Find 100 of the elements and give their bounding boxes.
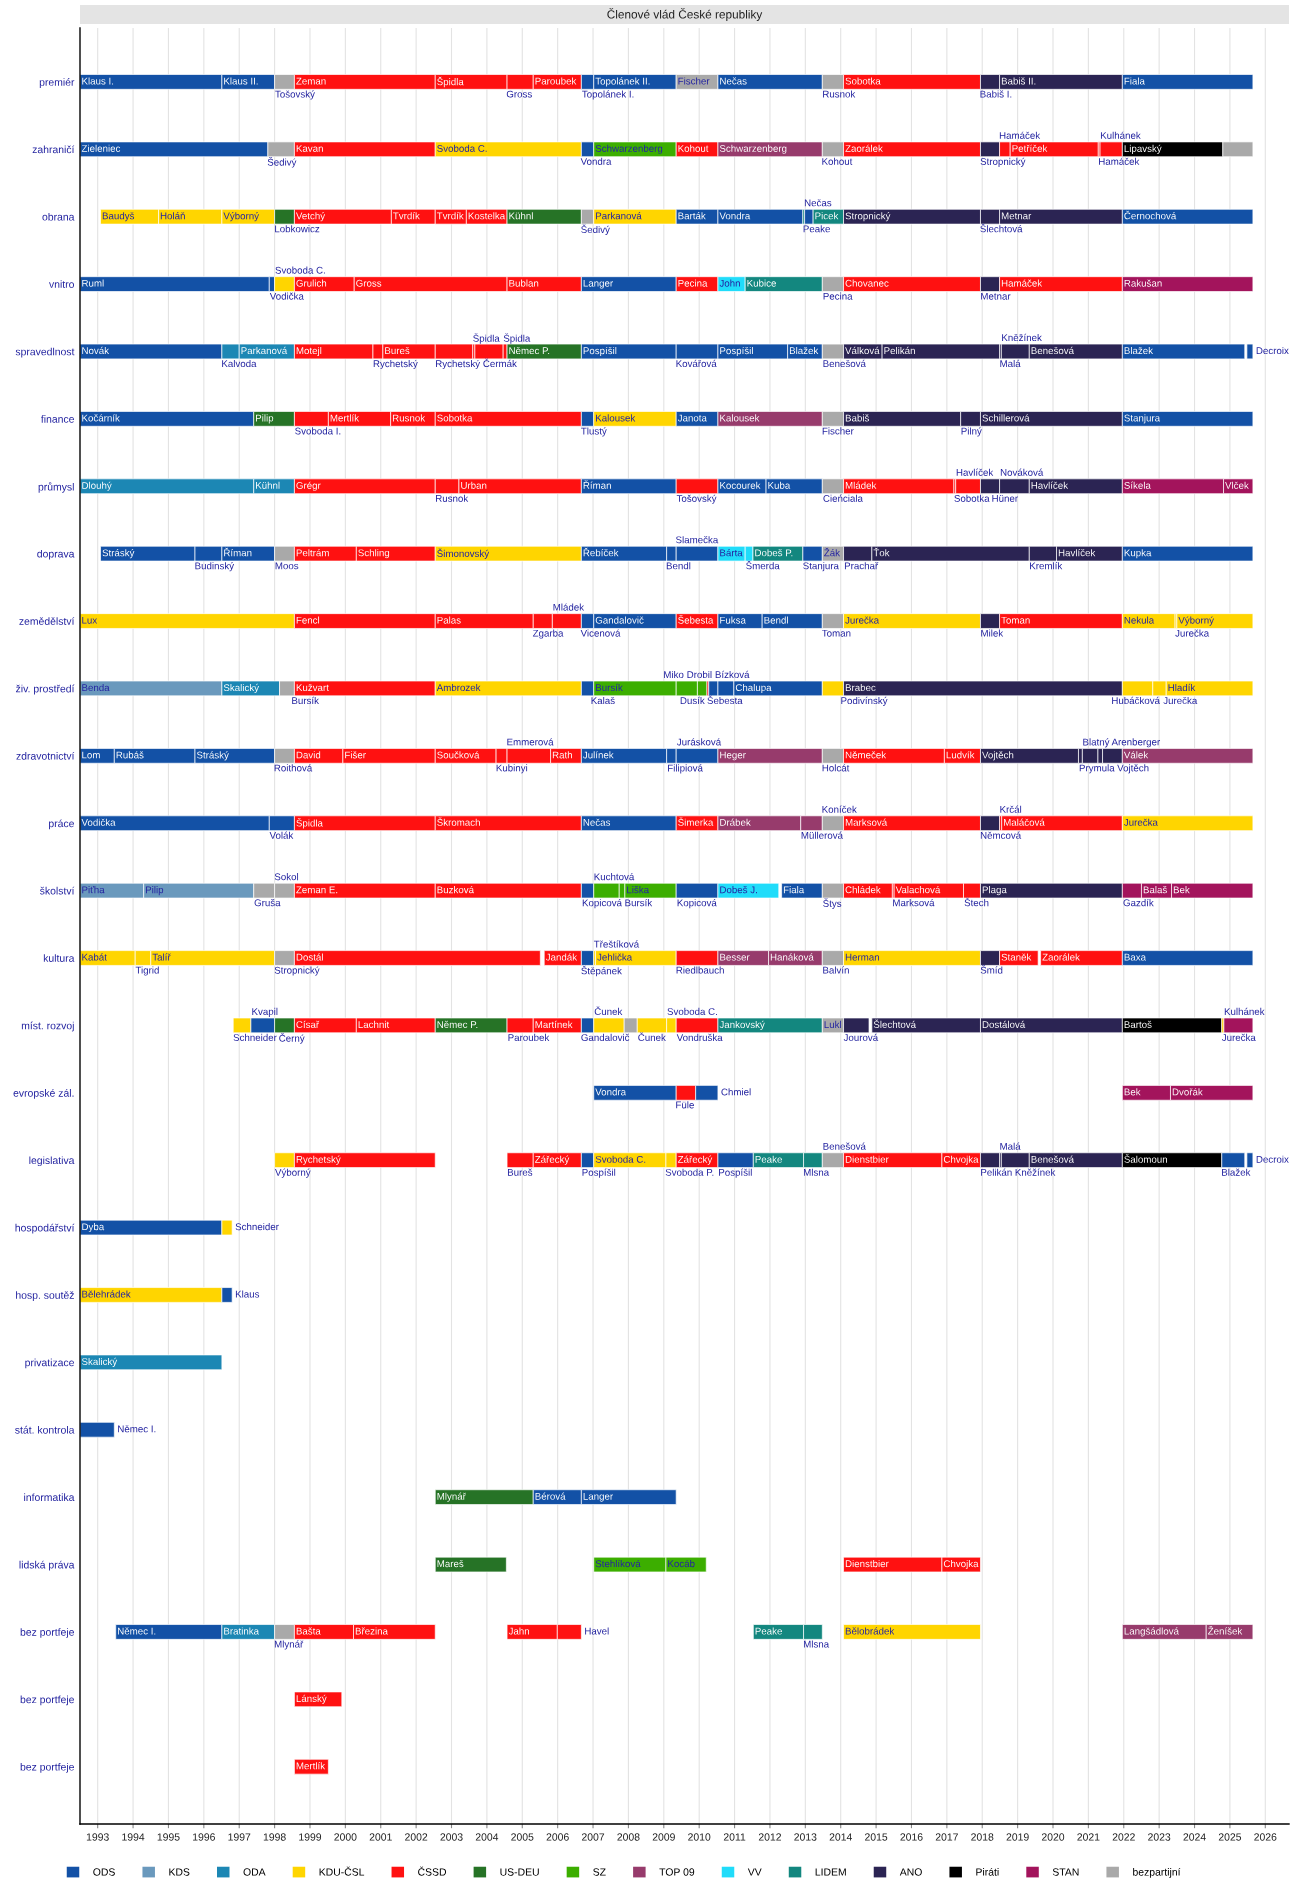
data-label: Fencl	[296, 616, 320, 624]
data-label: Volák	[269, 831, 294, 839]
data-label: Zaorálek	[845, 144, 883, 152]
data-label: Metnar	[1001, 212, 1032, 220]
data-label: Rubáš	[116, 751, 144, 759]
data-label: Chovanec	[845, 279, 889, 287]
data-label: Kočárník	[82, 414, 120, 422]
data-label: Kulhánek	[1224, 1007, 1265, 1016]
data-label: Lobkowicz	[275, 225, 320, 233]
legend-label: KDU-ČSL	[319, 1866, 365, 1876]
data-label: Dienstbier	[845, 1155, 889, 1163]
y-tick-label: doprava	[37, 549, 75, 560]
x-tick-label: 2005	[511, 1833, 534, 1841]
data-label: Bérová	[535, 1492, 566, 1500]
data-label: Blatný	[1083, 738, 1110, 748]
x-tick-label: 2016	[900, 1833, 923, 1841]
data-label: Výborný	[223, 212, 260, 222]
data-label: Dobeš J.	[720, 886, 757, 894]
x-tick-label: 2013	[794, 1833, 817, 1841]
data-label: Holáň	[160, 212, 185, 220]
y-tick-label: premiér	[39, 78, 75, 88]
data-label: Jurečka	[1175, 629, 1210, 637]
data-label: Hüner	[992, 495, 1018, 502]
data-label: Pospíšil	[583, 346, 617, 357]
data-label: Tvrdík	[393, 212, 420, 220]
data-label: Paroubek	[535, 77, 577, 85]
data-label: Jurásková	[676, 738, 722, 746]
y-tick-label: bez portfeje	[20, 1695, 74, 1706]
data-label: Vondruška	[676, 1033, 723, 1042]
data-label: Jandák	[545, 953, 578, 961]
data-label: Výborný	[1178, 616, 1214, 626]
data-label: Langšádlová	[1124, 1627, 1179, 1637]
data-label: Vojtěch	[1117, 764, 1149, 774]
data-label: Bašta	[296, 1627, 321, 1635]
data-label: Benešová	[823, 359, 866, 368]
x-tick-label: 2003	[440, 1833, 463, 1841]
data-label: Brabec	[845, 683, 876, 692]
x-tick-label: 2025	[1218, 1833, 1242, 1841]
x-tick-label: 2026	[1254, 1833, 1277, 1841]
data-label: Špidla	[296, 817, 323, 829]
data-label: Svoboda I.	[295, 427, 341, 435]
data-label: Havlíček	[1031, 481, 1069, 489]
data-label: Jehlička	[597, 953, 633, 961]
data-label: Rychetský	[436, 359, 481, 370]
y-tick-label: živ. prostředí	[16, 684, 75, 695]
data-label: Langer	[583, 279, 613, 289]
y-tick-label: hosp. soutěž	[16, 1291, 74, 1301]
y-tick-label: míst. rozvoj	[21, 1021, 74, 1032]
data-label: Kohout	[678, 144, 709, 152]
data-label: Říman	[224, 547, 252, 557]
data-label: Šedivý	[267, 157, 297, 168]
y-tick-label: zdravotnictví	[16, 751, 75, 760]
data-label: Němec P.	[509, 346, 550, 355]
data-label: Dostálová	[982, 1020, 1026, 1029]
y-tick-label: evropské zál.	[13, 1088, 74, 1099]
data-label: Slamečka	[676, 536, 719, 544]
data-label: Bureš	[507, 1168, 533, 1176]
data-label: Kühnl	[256, 481, 280, 489]
data-label: Výborný	[275, 1168, 311, 1178]
data-label: Válková	[845, 346, 880, 355]
y-tick-label: zahraničí	[32, 145, 75, 154]
data-label: Kalvoda	[222, 359, 257, 368]
data-label: Špidla	[473, 333, 500, 344]
data-label: Blažek	[789, 346, 819, 355]
data-label: Štěpánek	[581, 965, 622, 977]
data-label: Černochová	[1124, 210, 1177, 220]
data-label: Mareš	[437, 1559, 464, 1568]
data-label: Maláčová	[1004, 818, 1045, 826]
data-label: Bublan	[509, 279, 539, 287]
data-label: Lom	[82, 751, 100, 759]
data-label: Pilip	[145, 886, 164, 896]
data-label: Kühnl	[509, 212, 533, 220]
data-label: Holcát	[822, 764, 850, 772]
data-label: Dyba	[82, 1223, 105, 1233]
data-label: Piťha	[82, 886, 105, 894]
data-label: Mlsna	[803, 1168, 830, 1176]
legend-label: SZ	[593, 1868, 606, 1876]
data-label: Koníček	[822, 805, 857, 813]
data-label: Ludvík	[946, 751, 975, 759]
data-label: Jurečka	[1124, 818, 1158, 826]
x-tick-label: 2004	[475, 1833, 499, 1841]
data-label: John	[719, 279, 740, 287]
data-label: Staněk	[1001, 953, 1032, 961]
x-tick-label: 2024	[1183, 1833, 1206, 1841]
data-label: Pospíšil	[719, 1168, 752, 1178]
data-label: Schwarzenberg	[719, 144, 787, 154]
data-label: Picek	[815, 212, 839, 220]
data-label: Rakušan	[1124, 279, 1162, 287]
data-label: Grulich	[296, 279, 327, 287]
data-label: Svoboda C.	[275, 266, 325, 274]
data-label: Gruša	[254, 899, 281, 907]
x-tick-label: 2009	[652, 1833, 675, 1841]
data-label: Schneider	[235, 1223, 279, 1231]
data-label: Němec I.	[118, 1627, 156, 1635]
data-label: Kalousek	[596, 414, 636, 422]
x-tick-label: 2001	[369, 1833, 392, 1841]
data-label: Benda	[82, 683, 110, 692]
legend-label: ODA	[243, 1868, 266, 1876]
data-label: Mládek	[553, 603, 585, 611]
data-label: Rusnok	[823, 90, 856, 98]
